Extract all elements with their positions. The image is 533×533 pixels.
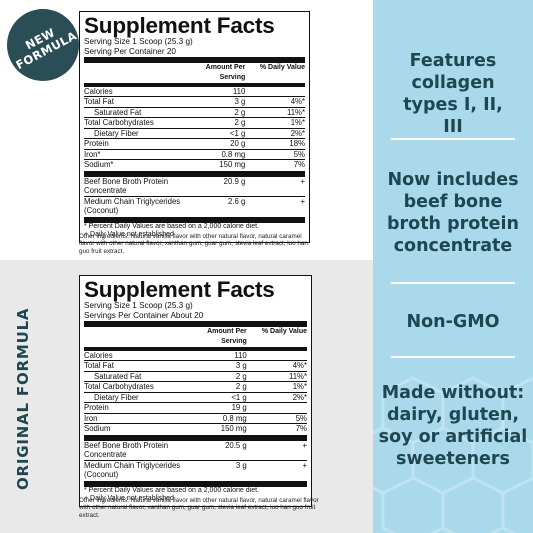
footnote-not-established: + Daily Value not established.: [84, 495, 176, 502]
feature-non-gmo: Non-GMO: [406, 312, 500, 332]
nutrient-row: Sodium* 150 mg 7%: [84, 160, 305, 169]
divider-medium: [84, 83, 305, 87]
nutrient-row: Dietary Fiber <1 g 2%*: [84, 393, 307, 403]
divider-thick: [84, 216, 305, 223]
feature-divider: [391, 356, 515, 358]
new-formula-badge: NEW FORMULA: [7, 9, 79, 81]
serving-size: Serving Size 1 Scoop (25.3 g): [84, 301, 193, 310]
feature-beef-bone-broth: Now includes beef bone broth protein con…: [387, 170, 519, 256]
nutrient-row: Total Fat 3 g 4%*: [84, 97, 305, 108]
servings-per-container: Serving Per Container 20: [84, 46, 176, 56]
footnote-not-established: + Daily Value not established: [84, 231, 174, 238]
feature-made-without: Made without: dairy, gluten, soy or arti…: [378, 383, 528, 469]
divider-thick: [84, 170, 305, 177]
nutrient-row: Iron 0.8 mg 5%: [84, 413, 307, 424]
nutrient-row: Total Fat 3 g 4%*: [84, 361, 307, 372]
nutrient-row: Total Carbohydrates 2 g 1%*: [84, 382, 307, 393]
ingredient-row: Beef Bone Broth Protein Concentrate 20.5 …: [84, 440, 307, 461]
nutrient-row: Protein 20 g 18%: [84, 139, 305, 150]
ingredient-row: Medium Chain Triglycerides (Coconut) 2.6 …: [84, 196, 305, 216]
footnote-daily-values: * Percent Daily Values are based on a 2,…: [84, 486, 259, 494]
nutrient-row: Calories 110: [84, 87, 305, 97]
original-supplement-facts-panel: Supplement Facts Serving Size 1 Scoop (2…: [79, 275, 312, 507]
column-headers: Amount Per Serving % Daily Value: [205, 64, 305, 81]
servings-per-container: Servings Per Container About 20: [84, 310, 204, 320]
feature-divider: [391, 138, 515, 140]
ingredient-row: Medium Chain Triglycerides (Coconut) 3 g +: [84, 460, 307, 480]
footnote-daily-values: * Percent Daily Values are based on a 2,…: [84, 222, 259, 230]
divider-thick: [84, 480, 307, 487]
other-ingredients: Other ingredients: Natural vanilla flavo…: [79, 233, 308, 255]
original-formula-label: ORIGINAL FORMULA: [14, 307, 32, 490]
nutrient-row: Dietary Fiber <1 g 2%*: [84, 129, 305, 139]
hexagon-pattern: [373, 376, 533, 533]
feature-collagen: Features collagen types I, II, III: [403, 51, 503, 137]
serving-size: Serving Size 1 Scoop (25.3 g): [84, 37, 193, 46]
facts-title: Supplement Facts: [84, 277, 275, 302]
nutrient-row: Sodium 150 mg 7%: [84, 424, 307, 433]
divider-thick: [84, 57, 305, 63]
feature-divider: [391, 282, 515, 284]
nutrient-row: Saturated Fat 2 g 11%*: [84, 108, 305, 118]
features-panel: Features collagen types I, II, III Now i…: [373, 0, 533, 533]
other-ingredients: Other ingredients: Natural vanilla flavo…: [79, 497, 319, 519]
divider-thick: [84, 434, 307, 441]
nutrient-row: Calories 110: [84, 351, 307, 361]
nutrient-row: Iron* 0.8 mg 5%: [84, 149, 305, 160]
divider-medium: [84, 347, 307, 351]
nutrient-row: Protein 19 g: [84, 403, 307, 414]
ingredient-row: Beef Bone Broth Protein Concentrate 20.9 …: [84, 176, 305, 197]
new-supplement-facts-panel: Supplement Facts Serving Size 1 Scoop (2…: [79, 11, 310, 243]
nutrient-row: Saturated Fat 2 g 11%*: [84, 372, 307, 382]
column-headers: Amount Per Serving % Daily Value: [207, 328, 307, 345]
facts-title: Supplement Facts: [84, 13, 275, 38]
nutrient-row: Total Carbohydrates 2 g 1%*: [84, 118, 305, 129]
divider-thick: [84, 321, 307, 327]
